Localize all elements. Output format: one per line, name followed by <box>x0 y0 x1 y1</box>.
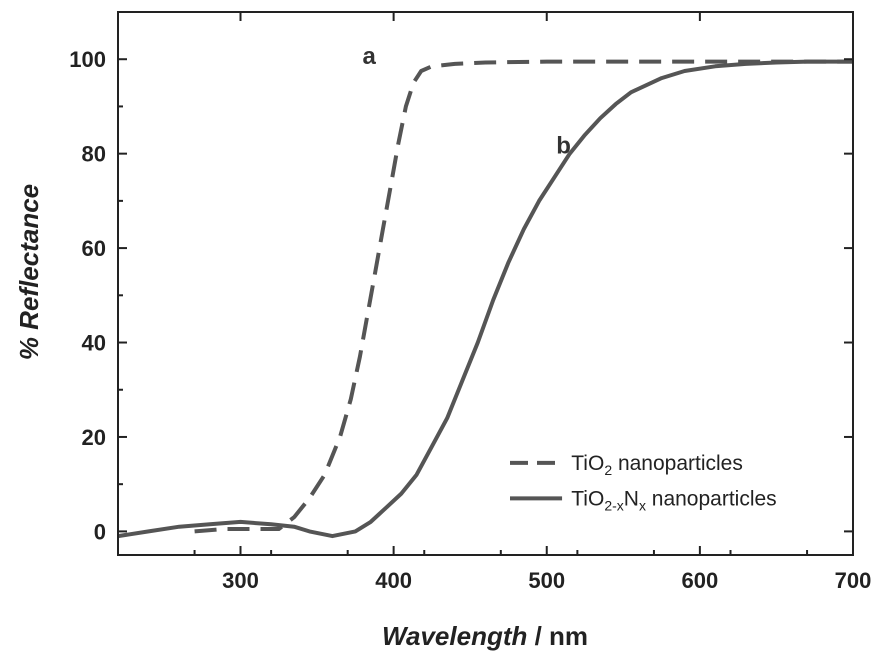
plot-frame <box>117 11 854 556</box>
y-tick-label: 60 <box>82 236 106 261</box>
curve-label-b: b <box>556 133 571 160</box>
y-tick-label: 100 <box>69 47 106 72</box>
x-axis-title-italic: Wavelength <box>382 621 527 651</box>
curve-labels: ab <box>362 43 570 160</box>
y-tick-label: 80 <box>82 142 106 167</box>
x-tick-label: 300 <box>222 568 259 593</box>
series-line-tio2-xnx <box>117 59 853 539</box>
curves-group <box>117 59 853 539</box>
x-tick-label: 400 <box>375 568 412 593</box>
x-tick-label: 500 <box>528 568 565 593</box>
curve-label-a: a <box>362 43 376 70</box>
legend: TiO2 nanoparticles TiO2-xNx nanoparticle… <box>510 452 777 513</box>
series-line-tio2 <box>194 59 853 534</box>
legend-label-tio2: TiO2 nanoparticles <box>571 452 743 478</box>
y-axis-title: % Reflectance <box>14 184 44 360</box>
x-axis-title-unit: / nm <box>527 621 588 651</box>
y-tick-label: 0 <box>94 519 106 544</box>
y-tick-label: 40 <box>82 331 106 356</box>
y-tick-label: 20 <box>82 425 106 450</box>
legend-label-tio2-xnx: TiO2-xNx nanoparticles <box>571 487 776 513</box>
x-tick-label: 600 <box>682 568 719 593</box>
ticks-group: 300 400 500 600 700 0 20 40 60 80 100 <box>69 12 871 593</box>
x-axis-title: Wavelength / nm <box>382 621 588 651</box>
x-tick-label: 700 <box>835 568 872 593</box>
